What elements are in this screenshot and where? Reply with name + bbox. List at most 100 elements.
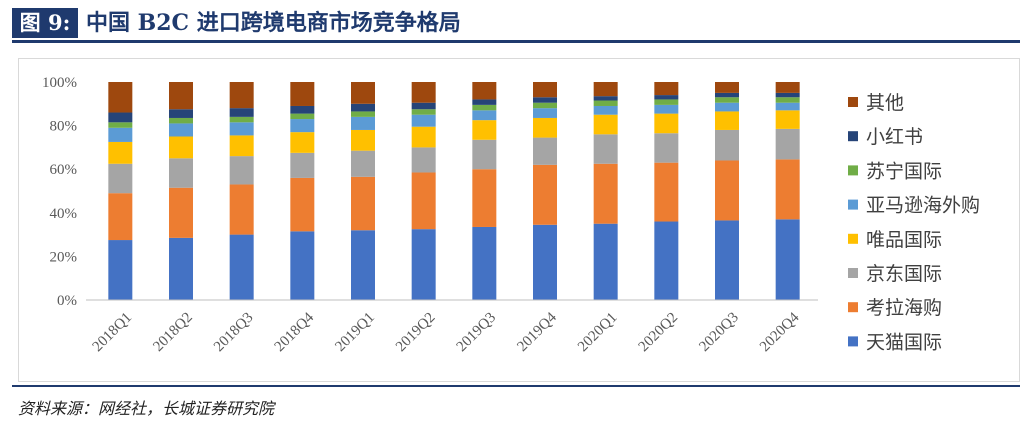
legend-label: 考拉海购 [866, 297, 942, 319]
bar-segment [593, 223, 618, 300]
bar-segment [654, 82, 679, 96]
bar-segment [229, 82, 254, 109]
bar-segment [169, 123, 193, 137]
legend-swatch [848, 233, 858, 244]
legend-label: 亚马逊海外购 [866, 195, 980, 217]
bar-segment [593, 82, 618, 97]
bar-segment [654, 104, 679, 114]
bar-segment [775, 82, 800, 93]
bar-segment [411, 114, 436, 127]
bar-segment [108, 141, 133, 164]
bar-segment [593, 105, 618, 115]
chart-frame [18, 58, 1020, 382]
bar-segment [351, 82, 375, 104]
x-axis: 2018Q1 2018Q2 2018Q3 2018Q4 2019Q1 2019Q2 2019… [90, 309, 803, 355]
x-tick-label: 2020Q1 [575, 310, 620, 355]
figure-title: 中国 B2C 进口跨境电商市场竞争格局 [86, 10, 461, 36]
legend-swatch [848, 165, 858, 176]
y-axis: 0% 20% 40% 60% 80% 100% [42, 75, 77, 309]
bar-segment [169, 136, 193, 159]
y-tick-label: 20% [50, 249, 78, 265]
bar-segment [533, 164, 557, 225]
bar-segment [472, 104, 497, 111]
bar-segment [290, 113, 315, 120]
bar-segment [533, 102, 557, 109]
figure-header: 图 9: 中国 B2C 进口跨境电商市场竞争格局 [0, 0, 1031, 44]
x-tick-label: 2020Q2 [636, 310, 681, 355]
bar-segment [411, 229, 436, 300]
bar-segment [351, 111, 375, 117]
y-tick-label: 40% [50, 206, 78, 222]
bar-segment [654, 113, 679, 134]
bar-segment [108, 163, 133, 194]
legend-label: 小红书 [866, 126, 923, 148]
bar-segment [169, 109, 193, 118]
bar-segment [108, 82, 133, 113]
bar-segment [775, 128, 800, 160]
legend-swatch [848, 97, 858, 107]
legend-label: 其他 [866, 92, 904, 114]
bar-segment [775, 110, 800, 129]
bar-segment [472, 120, 497, 140]
x-tick-label: 2020Q3 [696, 310, 741, 355]
bar-segment [351, 116, 375, 130]
bar-segment [593, 100, 618, 106]
bar-segment [472, 82, 497, 100]
bar-segment [533, 97, 557, 103]
x-tick-label: 2018Q2 [150, 310, 195, 355]
bar-segment [654, 221, 679, 300]
bar-segment [775, 92, 800, 98]
bar-segment [472, 226, 497, 300]
bar-segment [715, 220, 739, 300]
bar-segment [715, 92, 739, 98]
x-tick-label: 2018Q1 [90, 310, 135, 355]
bar-segment [169, 187, 193, 238]
x-tick-label: 2019Q4 [514, 309, 560, 355]
bar-segment [229, 116, 254, 123]
bar-segment [290, 177, 315, 232]
bar-segment [290, 231, 315, 300]
bar-segment [533, 117, 557, 138]
bar-segment [411, 147, 436, 173]
bar-segment [654, 99, 679, 105]
bar-segment [229, 184, 254, 235]
bar-segment [654, 95, 679, 100]
bar-segment [593, 114, 618, 135]
bar-segment [472, 110, 497, 121]
x-tick-label: 2019Q2 [393, 310, 438, 355]
bar-segment [715, 129, 739, 161]
bar-segment [351, 176, 375, 231]
bar-segment [229, 122, 254, 136]
bar-segment [411, 82, 436, 103]
x-tick-label: 2020Q4 [757, 309, 803, 355]
y-tick-label: 60% [50, 162, 78, 178]
bar-segment [169, 237, 193, 300]
y-tick-label: 100% [42, 75, 77, 91]
bar-segment [411, 102, 436, 110]
bar-segment [715, 82, 739, 93]
source-note: 资料来源：网经社，长城证券研究院 [18, 399, 275, 418]
bar-segment [108, 122, 133, 128]
bar-segment [290, 132, 315, 153]
bar-segment [715, 102, 739, 112]
y-tick-label: 0% [57, 293, 77, 309]
bar-segment [169, 158, 193, 188]
x-tick-label: 2018Q4 [272, 309, 318, 355]
legend-swatch [848, 302, 858, 313]
bar-segment [472, 99, 497, 105]
bar-segment [472, 169, 497, 227]
bar-segment [108, 240, 133, 300]
bar-segment [108, 127, 133, 142]
footer-rule [12, 385, 1020, 387]
bar-segment [533, 137, 557, 165]
bar-segment [533, 108, 557, 118]
bar-segment [715, 97, 739, 103]
bar-segment [290, 152, 315, 178]
bar-segment [290, 82, 315, 106]
legend-swatch [848, 131, 858, 142]
bar-segment [351, 103, 375, 112]
bars [86, 82, 818, 301]
legend-label: 京东国际 [866, 263, 942, 285]
bar-segment [229, 156, 254, 185]
bar-segment [472, 139, 497, 170]
